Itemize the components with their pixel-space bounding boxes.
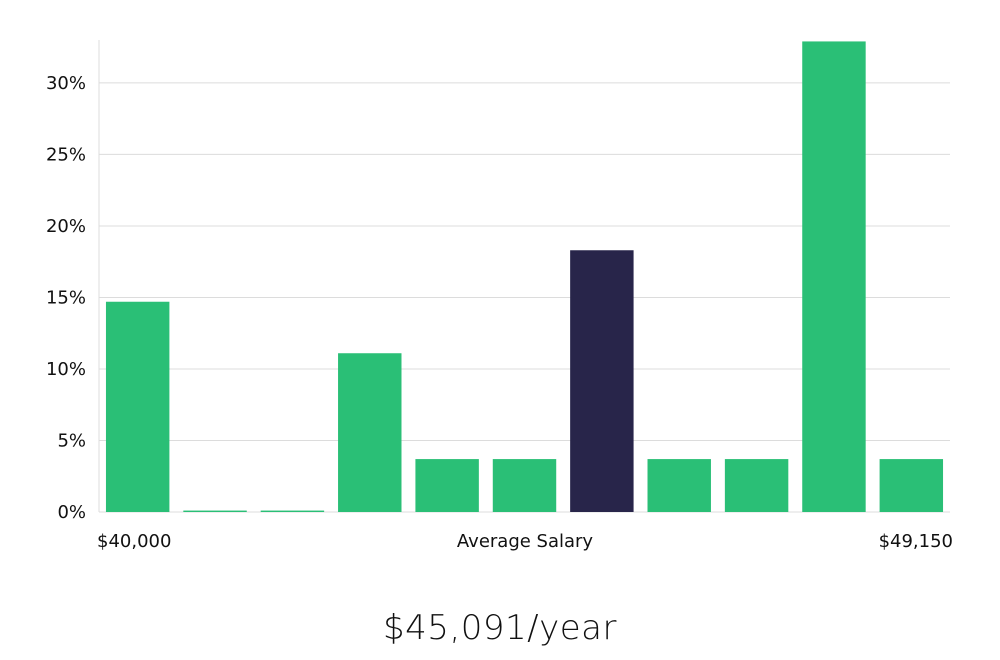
bars	[105, 41, 944, 513]
bar	[879, 459, 944, 512]
bar	[647, 459, 711, 512]
x-end-label: $49,150	[879, 531, 953, 552]
average-salary-headline: $45,091/year	[383, 608, 617, 648]
y-axis: 0% 5% 10% 15% 20% 25% 30%	[46, 73, 86, 523]
salary-histogram: 0% 5% 10% 15% 20% 25% 30% $40,000 Average Sala…	[46, 40, 953, 552]
y-tick-label: 5%	[57, 430, 86, 451]
bar	[415, 459, 479, 512]
bar	[105, 301, 170, 512]
gridlines	[99, 82, 950, 513]
y-tick-label: 25%	[46, 144, 86, 165]
bar	[724, 459, 789, 512]
bar	[260, 510, 325, 512]
bar	[492, 459, 557, 512]
x-start-label: $40,000	[97, 531, 171, 552]
y-tick-label: 10%	[46, 359, 86, 380]
bar	[338, 353, 402, 512]
x-axis-title: Average Salary	[457, 531, 594, 552]
bar	[802, 41, 866, 513]
y-tick-label: 20%	[46, 216, 86, 237]
y-tick-label: 15%	[46, 287, 86, 308]
highlighted-bar	[570, 250, 634, 512]
bar	[183, 510, 247, 512]
y-tick-label: 30%	[46, 73, 86, 94]
y-tick-label: 0%	[57, 502, 86, 523]
